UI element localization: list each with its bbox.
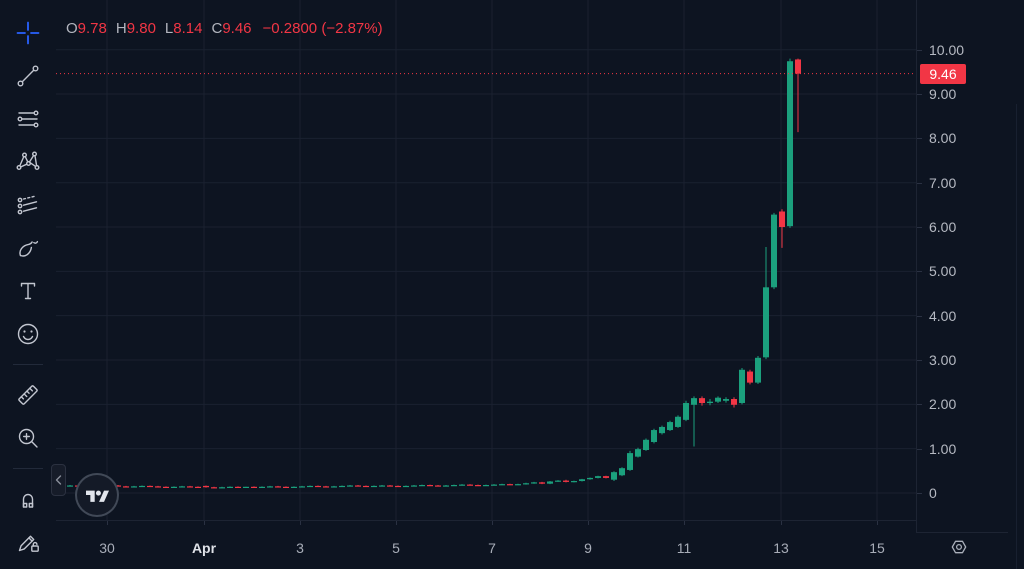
tradingview-watermark <box>75 473 119 517</box>
time-axis-label: 9 <box>584 540 592 556</box>
price-axis-label: 0 <box>929 485 937 501</box>
chevron-left-icon <box>55 475 62 485</box>
chart-pane[interactable]: O9.78 H9.80 L8.14 C9.46 −0.2800 (−2.87%) <box>51 0 916 520</box>
time-axis-label: 3 <box>296 540 304 556</box>
price-axis-tick <box>917 227 922 228</box>
price-axis-tick <box>917 271 922 272</box>
ohlc-legend: O9.78 H9.80 L8.14 C9.46 −0.2800 (−2.87%) <box>66 20 383 37</box>
emoji-tool-button[interactable] <box>9 315 47 353</box>
pencil-lock-icon <box>18 535 39 552</box>
time-axis-label: 13 <box>773 540 789 556</box>
time-axis-tick <box>781 521 782 525</box>
time-axis-tick <box>300 521 301 525</box>
time-axis-tick <box>107 521 108 525</box>
toolbar-divider <box>13 364 43 365</box>
drawing-toolbar <box>0 0 56 569</box>
time-axis-label: 15 <box>869 540 885 556</box>
price-axis-label: 10.00 <box>929 41 965 58</box>
xabcd-pattern-icon <box>16 151 40 171</box>
legend-c-label: C <box>211 20 223 37</box>
forecast-tool-button[interactable] <box>9 186 47 224</box>
price-axis-tick <box>917 404 922 405</box>
price-axis-label: 2.00 <box>929 396 957 413</box>
legend-l-value: 8.14 <box>173 20 203 37</box>
price-axis-label: 3.00 <box>929 352 957 368</box>
toolbar-collapse-tab[interactable] <box>51 464 66 496</box>
legend-h-value: 9.80 <box>126 20 156 37</box>
legend-h-label: H <box>115 20 127 37</box>
price-axis-label: 8.00 <box>929 130 957 147</box>
brush-icon <box>19 240 39 257</box>
ruler-tool-button[interactable] <box>9 376 47 414</box>
time-axis-label: 7 <box>488 540 496 556</box>
price-axis[interactable]: 9.46 10.00 9.00 8.00 7.00 6.00 5.00 4.00 3.00 2.… <box>916 0 1024 533</box>
forecast-icon <box>17 195 38 215</box>
last-price-badge: 9.46 <box>920 63 966 84</box>
toolbar-divider <box>13 468 43 469</box>
horizontal-lines-icon <box>17 110 39 128</box>
crosshair-tool-button[interactable] <box>9 14 47 52</box>
legend-change-value: −0.2800 (−2.87%) <box>262 20 383 37</box>
zoom-in-icon <box>18 428 38 448</box>
xabcd-pattern-tool-button[interactable] <box>9 143 47 181</box>
emoji-icon <box>17 323 39 345</box>
price-axis-label: 4.00 <box>929 307 957 324</box>
zoom-in-tool-button[interactable] <box>9 419 47 457</box>
price-axis-tick <box>917 360 922 361</box>
settings-gear-icon <box>951 540 967 554</box>
price-axis-label: 9.00 <box>929 86 957 103</box>
price-axis-tick <box>917 94 922 95</box>
time-axis[interactable]: 30 Apr 3 5 7 9 11 13 15 <box>56 520 916 569</box>
price-axis-label: 5.00 <box>929 263 957 280</box>
time-axis-tick <box>684 521 685 525</box>
gridlines <box>56 0 916 520</box>
ruler-icon <box>18 385 38 405</box>
price-axis-label: 6.00 <box>929 219 957 236</box>
tradingview-logo-icon <box>85 490 109 502</box>
time-axis-tick <box>396 521 397 525</box>
price-axis-label: 1.00 <box>929 440 957 457</box>
time-axis-label: 11 <box>676 540 692 556</box>
right-panel-edge <box>1016 104 1017 569</box>
brush-tool-button[interactable] <box>9 229 47 267</box>
legend-c-value: 9.46 <box>222 20 252 37</box>
time-axis-label: 30 <box>99 540 115 556</box>
magnet-tool-button[interactable] <box>9 480 47 518</box>
legend-l-label: L <box>164 20 174 37</box>
candlestick-series <box>59 58 801 489</box>
candlestick-chart[interactable] <box>56 0 916 520</box>
price-axis-tick <box>917 183 922 184</box>
crosshair-icon <box>16 21 40 45</box>
legend-o-value: 9.78 <box>77 20 107 37</box>
legend-o-label: O <box>66 20 78 37</box>
chart-settings-button[interactable] <box>946 534 972 560</box>
time-axis-tick <box>877 521 878 525</box>
price-axis-tick <box>917 449 922 450</box>
axis-corner-divider <box>916 532 1008 533</box>
trend-line-tool-button[interactable] <box>9 57 47 95</box>
draw-lock-tool-button[interactable] <box>9 523 47 561</box>
time-axis-tick <box>492 521 493 525</box>
time-axis-tick <box>588 521 589 525</box>
time-axis-label: Apr <box>191 540 217 556</box>
time-axis-label: 5 <box>392 540 400 556</box>
time-axis-tick <box>204 521 205 525</box>
trend-line-icon <box>17 65 39 87</box>
text-tool-button[interactable] <box>9 272 47 310</box>
price-axis-label: 7.00 <box>929 174 957 191</box>
horizontal-lines-tool-button[interactable] <box>9 100 47 138</box>
price-axis-tick <box>917 316 922 317</box>
price-axis-tick <box>917 50 922 51</box>
price-axis-tick <box>917 138 922 139</box>
price-axis-tick <box>917 493 922 494</box>
text-icon <box>20 282 36 300</box>
magnet-icon <box>22 493 34 508</box>
